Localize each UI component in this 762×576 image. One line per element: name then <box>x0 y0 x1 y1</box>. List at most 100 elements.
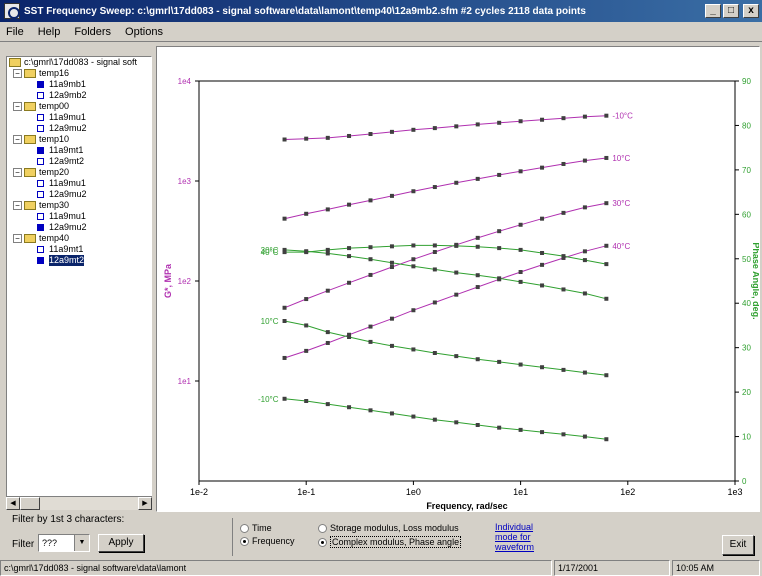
menu-help[interactable]: Help <box>37 25 61 38</box>
radio-storage-loss[interactable]: Storage modulus, Loss modulus <box>318 523 461 533</box>
data-point <box>604 201 609 206</box>
maximize-button[interactable]: □ <box>723 4 739 18</box>
folder-icon <box>24 168 36 177</box>
tree-item[interactable]: 12a9mu2 <box>37 189 151 200</box>
file-icon <box>37 147 44 154</box>
data-point <box>582 205 587 210</box>
data-point <box>368 324 373 329</box>
tree-item[interactable]: 11a9mt1 <box>37 145 151 156</box>
data-point <box>325 251 330 256</box>
tree-group[interactable]: − temp30 <box>13 200 151 211</box>
tree-scrollbar[interactable]: ◀ ▶ <box>6 496 152 510</box>
tree-group[interactable]: − temp10 <box>13 134 151 145</box>
radio-time[interactable]: Time <box>240 523 295 533</box>
scroll-thumb[interactable] <box>20 497 40 510</box>
series-line <box>284 115 607 140</box>
data-point <box>540 430 545 435</box>
data-point <box>432 249 437 254</box>
tree-item-label: 11a9mu1 <box>49 112 86 122</box>
y-right-tick-label: 0 <box>742 477 747 486</box>
radio-storage-loss-circle[interactable] <box>318 523 327 533</box>
data-point <box>475 273 480 278</box>
data-point <box>604 373 609 378</box>
radio-complex-phase[interactable]: Complex modulus, Phase angle <box>318 536 462 548</box>
minimize-button[interactable]: _ <box>705 4 721 18</box>
data-point <box>325 207 330 212</box>
data-point <box>347 405 352 410</box>
y-right-tick-label: 70 <box>742 166 751 175</box>
collapse-icon[interactable]: − <box>13 135 22 144</box>
file-icon <box>37 180 44 187</box>
data-point <box>454 243 459 248</box>
file-tree[interactable]: c:\gmrl\17dd083 - signal soft − temp16 11a… <box>6 56 152 508</box>
collapse-icon[interactable]: − <box>13 168 22 177</box>
collapse-icon[interactable]: − <box>13 102 22 111</box>
data-point <box>497 276 502 281</box>
tree-group-label: temp40 <box>39 233 70 243</box>
collapse-icon[interactable]: − <box>13 69 22 78</box>
y-left-tick-label: 1e4 <box>178 77 192 86</box>
tree-item-label: 12a9mu2 <box>49 123 87 133</box>
tree-item[interactable]: 11a9mu1 <box>37 178 151 189</box>
series-label: 40°C <box>261 248 279 257</box>
data-point <box>561 254 566 259</box>
tree-group-label: temp30 <box>39 200 70 210</box>
data-point <box>540 283 545 288</box>
tree-group[interactable]: − temp20 <box>13 167 151 178</box>
data-point <box>304 211 309 216</box>
collapse-icon[interactable]: − <box>13 234 22 243</box>
x-tick-label: 1e3 <box>727 487 742 497</box>
series-line <box>284 244 607 265</box>
tree-group[interactable]: − temp40 <box>13 233 151 244</box>
tree-root[interactable]: c:\gmrl\17dd083 - signal soft <box>9 57 151 68</box>
individual-mode-link[interactable]: Individual mode for waveform <box>495 522 535 552</box>
file-icon <box>37 224 44 231</box>
tree-item[interactable]: 11a9mb1 <box>37 79 151 90</box>
scroll-left-button[interactable]: ◀ <box>6 497 20 510</box>
tree-item[interactable]: 12a9mu2 <box>37 222 151 233</box>
radio-complex-phase-circle[interactable] <box>318 537 327 547</box>
data-point <box>282 247 287 252</box>
tree-item[interactable]: 11a9mu1 <box>37 211 151 222</box>
data-point <box>604 113 609 118</box>
apply-button[interactable]: Apply <box>98 534 144 552</box>
scroll-right-button[interactable]: ▶ <box>138 497 152 510</box>
tree-item[interactable]: 12a9mt2 <box>37 156 151 167</box>
radio-frequency-circle[interactable] <box>240 536 249 546</box>
y-right-tick-label: 50 <box>742 255 751 264</box>
data-point <box>368 245 373 250</box>
menu-file[interactable]: File <box>6 25 24 38</box>
data-point <box>347 332 352 337</box>
file-icon <box>37 191 44 198</box>
filter-label: Filter <box>12 539 35 550</box>
menu-options[interactable]: Options <box>125 25 163 38</box>
radio-frequency[interactable]: Frequency <box>240 536 295 546</box>
y-right-tick-label: 40 <box>742 299 751 308</box>
collapse-icon[interactable]: − <box>13 201 22 210</box>
data-point <box>561 432 566 437</box>
radio-complex-phase-label: Complex modulus, Phase angle <box>330 536 462 548</box>
tree-item[interactable]: 12a9mb2 <box>37 90 151 101</box>
data-point <box>368 272 373 277</box>
menu-folders[interactable]: Folders <box>74 25 112 38</box>
y-right-axis-label: Phase Angle, deg. <box>751 242 759 319</box>
tree-item[interactable]: 11a9mu1 <box>37 112 151 123</box>
data-point <box>604 437 609 442</box>
tree-group[interactable]: − temp00 <box>13 101 151 112</box>
data-point <box>282 396 287 401</box>
menu-bar: File Help Folders Options <box>0 22 762 42</box>
series-label: 10°C <box>612 154 630 163</box>
data-point <box>432 243 437 248</box>
tree-item[interactable]: 12a9mt2 <box>37 255 151 266</box>
data-point <box>304 323 309 328</box>
exit-button[interactable]: Exit <box>722 535 754 555</box>
close-button[interactable]: x <box>743 4 759 18</box>
data-point <box>368 408 373 413</box>
tree-group[interactable]: − temp16 <box>13 68 151 79</box>
tree-item[interactable]: 12a9mu2 <box>37 123 151 134</box>
filter-select[interactable]: ??? <box>38 534 90 552</box>
data-point <box>325 135 330 140</box>
data-point <box>432 351 437 355</box>
radio-time-circle[interactable] <box>240 523 249 533</box>
tree-item[interactable]: 11a9mt1 <box>37 244 151 255</box>
